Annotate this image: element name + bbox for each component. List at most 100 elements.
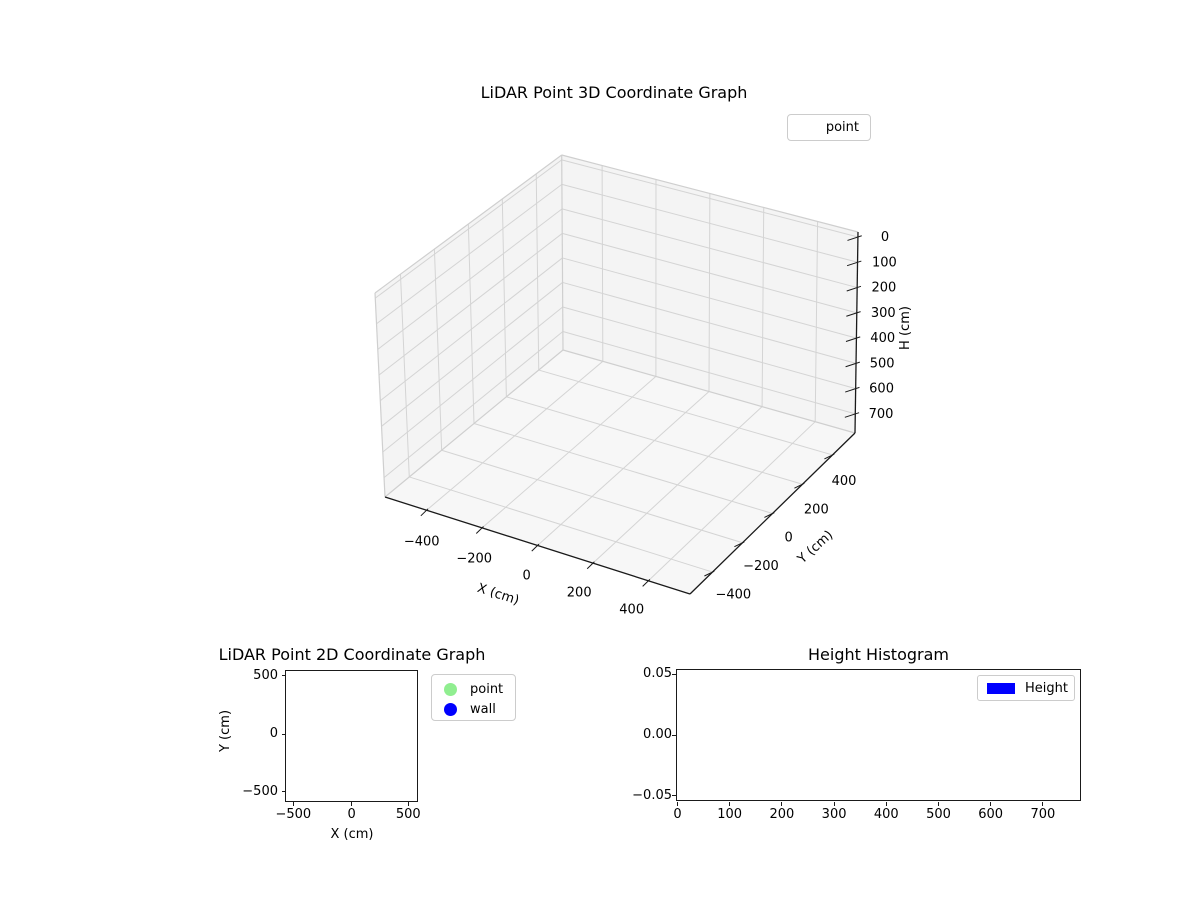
x-tick-label: 200 — [567, 585, 592, 600]
z-tick-mark — [845, 386, 860, 393]
grid-line-z-right — [562, 330, 856, 415]
chart2d-y-tick-mark — [281, 791, 286, 793]
chart2d-x-tick-mark — [407, 802, 409, 806]
grid-line-y-floor — [409, 476, 713, 573]
height-patch-icon — [987, 682, 1015, 694]
z-tick-label: 500 — [870, 356, 895, 371]
grid-line-z-left — [379, 257, 563, 402]
grid-line-y-wall — [467, 223, 475, 424]
y-tick-mark — [764, 512, 775, 518]
x-tick-label: −400 — [404, 535, 440, 550]
z-tick-label: 300 — [871, 306, 896, 321]
z-tick-mark — [844, 412, 860, 418]
grid-line-z-right — [561, 159, 859, 238]
chart2d-legend-item-point: point — [444, 679, 515, 699]
point-marker-icon — [444, 682, 457, 696]
hist-x-tick-label: 0 — [673, 807, 682, 822]
x-tick-mark — [586, 561, 595, 570]
grid-line-z-right — [562, 257, 857, 339]
wall-marker-icon — [444, 702, 457, 716]
chart3d-legend: point — [787, 114, 871, 141]
chart2d-x-tick-mark — [351, 802, 353, 806]
grid-line-z-left — [374, 159, 563, 299]
z-tick-mark — [845, 336, 861, 342]
z-tick-label: 100 — [872, 255, 897, 270]
z-tick-mark — [846, 285, 862, 292]
grid-line-z-right — [562, 281, 857, 364]
z-axis-label-3d: H (cm) — [898, 306, 913, 350]
hist-x-tick-mark — [885, 802, 887, 806]
chart2d-x-tick-label: 0 — [347, 807, 356, 822]
grid-line-x-wall — [761, 207, 765, 407]
x-tick-mark — [531, 543, 540, 552]
grid-line-y-floor — [506, 396, 803, 485]
grid-line-z-right — [562, 306, 856, 390]
grid-line-z-left — [381, 282, 563, 427]
grid-line-z-left — [376, 183, 563, 325]
hist-x-tick-mark — [1042, 802, 1044, 806]
hist-x-tick-label: 400 — [873, 807, 899, 822]
chart2d-legend: point wall — [431, 674, 516, 721]
grid-line-z-left — [377, 208, 563, 350]
chart2d-y-tick-label: 500 — [253, 667, 278, 683]
z-tick-mark — [847, 235, 862, 241]
y-tick-mark — [824, 453, 835, 460]
grid-line-x-wall — [708, 193, 711, 392]
box-edge-top-left — [374, 154, 563, 294]
z-tick-mark — [846, 260, 862, 267]
z-tick-label: 700 — [869, 407, 894, 422]
hist-y-tick-mark — [672, 795, 676, 796]
grid-line-y-wall — [535, 173, 540, 371]
y-tick-label: 0 — [785, 531, 793, 546]
hist-x-tick-label: 300 — [821, 807, 847, 822]
y-tick-label: −400 — [715, 587, 751, 602]
pane-left-wall — [375, 155, 563, 497]
hist-x-tick-mark — [677, 802, 678, 806]
z-tick-label: 200 — [871, 281, 896, 296]
y-tick-label: 200 — [804, 502, 829, 517]
z-tick-label: 400 — [870, 331, 895, 346]
x-tick-label: −200 — [456, 552, 492, 567]
x-tick-label: 400 — [619, 602, 644, 617]
chart2d-legend-item-wall: wall — [444, 699, 515, 719]
x-tick-label: 0 — [523, 569, 531, 584]
grid-line-z-right — [561, 208, 858, 289]
grid-line-z-left — [378, 233, 563, 376]
hist-title: Height Histogram — [808, 645, 949, 664]
hist-x-tick-mark — [990, 802, 992, 806]
z-tick-label: 600 — [869, 382, 894, 397]
grid-line-y-floor — [441, 449, 743, 544]
chart2d-plot-area — [285, 670, 418, 802]
grid-line-z-left — [382, 306, 564, 453]
hist-x-tick-label: 100 — [717, 807, 743, 822]
hist-x-tick-label: 200 — [769, 807, 795, 822]
grid-line-x-wall — [601, 165, 604, 362]
grid-line-x-wall — [814, 221, 819, 422]
hist-x-tick-label: 600 — [978, 807, 1004, 822]
grid-line-y-wall — [399, 274, 410, 477]
hist-legend-label: Height — [1025, 680, 1068, 696]
grid-line-y-wall — [501, 198, 507, 397]
chart2d-x-tick-mark — [292, 802, 294, 806]
chart3d-title: LiDAR Point 3D Coordinate Graph — [480, 83, 748, 102]
y-tick-mark — [704, 570, 715, 577]
y-tick-label: 400 — [832, 474, 857, 489]
grid-line-z-left — [383, 331, 564, 479]
x-tick-mark — [642, 579, 651, 587]
y-tick-mark — [794, 482, 805, 489]
z-tick-label: 0 — [881, 230, 889, 245]
box-edge-back-corner — [561, 154, 564, 351]
hist-legend: Height — [977, 675, 1075, 701]
x-tick-mark — [420, 508, 429, 517]
chart2d-y-tick-mark — [281, 733, 286, 735]
hist-y-tick-label: −0.05 — [632, 787, 672, 803]
box-edge-top-right — [561, 154, 859, 233]
hist-y-tick-mark — [672, 734, 676, 736]
chart2d-y-tick-label: 0 — [269, 726, 278, 741]
hist-x-tick-label: 700 — [1030, 807, 1056, 822]
hist-x-tick-mark — [781, 802, 783, 806]
box-edge-front-left — [374, 292, 386, 498]
hist-x-tick-label: 500 — [926, 807, 951, 822]
chart2d-y-tick-mark — [281, 675, 286, 677]
